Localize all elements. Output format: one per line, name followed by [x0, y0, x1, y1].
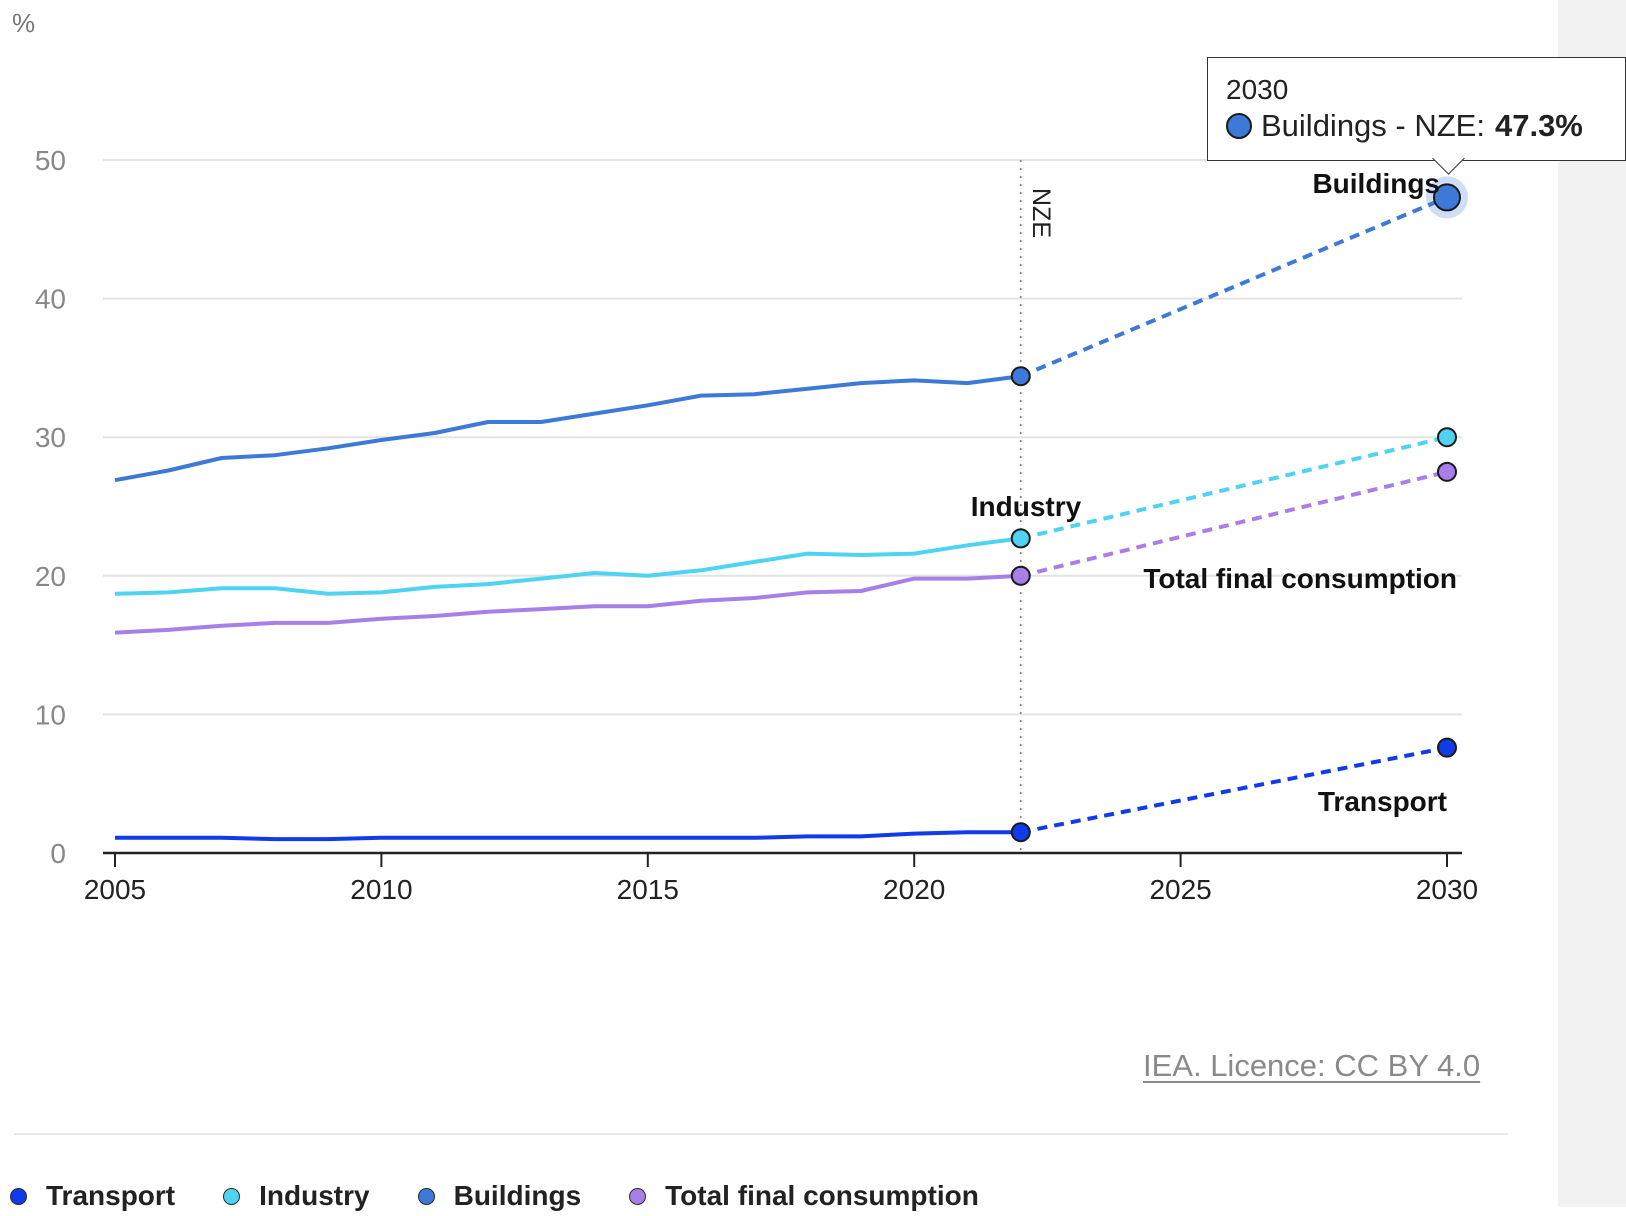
- tooltip-series-label: Buildings - NZE:: [1261, 108, 1485, 143]
- tooltip: 2030 Buildings - NZE: 47.3%: [1207, 57, 1626, 161]
- series-projection-industry: [1020, 435, 1448, 541]
- inline-series-label: Industry: [971, 491, 1082, 522]
- tooltip-series-dot-icon: [1226, 113, 1252, 139]
- y-tick-label: 0: [50, 838, 66, 869]
- y-tick-label: 30: [35, 422, 66, 453]
- legend-item-industry[interactable]: Industry: [223, 1180, 370, 1212]
- legend-label: Total final consumption: [665, 1180, 979, 1211]
- nze-marker-label: NZE: [1027, 188, 1055, 238]
- tooltip-row: Buildings - NZE: 47.3%: [1226, 108, 1583, 144]
- series-line-transport: [115, 830, 1021, 842]
- legend-label: Transport: [46, 1180, 176, 1211]
- side-panel: [1558, 0, 1626, 1207]
- tooltip-value: 47.3%: [1494, 108, 1583, 143]
- inline-series-label: Buildings: [1312, 168, 1440, 199]
- legend-label: Buildings: [453, 1180, 582, 1211]
- data-point-2030-hover: [1433, 183, 1461, 212]
- series-projection-transport: [1020, 745, 1448, 835]
- legend-dot-icon: [417, 1187, 435, 1205]
- data-point-2022: [1010, 366, 1031, 387]
- series-line-total-final-consumption: [114, 573, 1021, 635]
- y-tick-label: 20: [35, 561, 66, 592]
- legend-label: Industry: [259, 1180, 370, 1211]
- series-line-buildings: [114, 374, 1022, 483]
- y-tick-label: 50: [35, 145, 66, 176]
- y-tick-label: 10: [35, 699, 66, 730]
- series-projection-total-final-consumption: [1020, 469, 1448, 578]
- x-tick-label: 2010: [350, 874, 412, 905]
- data-point-2030: [1437, 427, 1457, 448]
- legend: Transport Industry Buildings Total final…: [10, 1176, 1027, 1216]
- legend-dot-icon: [10, 1187, 27, 1205]
- data-point-2022: [1010, 822, 1031, 843]
- legend-item-buildings[interactable]: Buildings: [417, 1180, 582, 1212]
- legend-item-total-final-consumption[interactable]: Total final consumption: [629, 1180, 979, 1212]
- inline-series-label: Transport: [1318, 786, 1447, 817]
- legend-dot-icon: [223, 1187, 241, 1205]
- x-tick-label: 2020: [883, 874, 945, 905]
- legend-divider: [14, 1133, 1508, 1135]
- inline-series-label: Total final consumption: [1143, 563, 1457, 594]
- x-tick-label: 2030: [1416, 874, 1478, 905]
- legend-item-transport[interactable]: Transport: [10, 1180, 175, 1212]
- y-tick-label: 40: [35, 284, 66, 315]
- tooltip-year: 2030: [1226, 74, 1289, 105]
- legend-dot-icon: [629, 1187, 647, 1205]
- x-tick-label: 2015: [617, 874, 679, 905]
- data-point-2022: [1010, 565, 1031, 586]
- x-tick-label: 2005: [84, 874, 146, 905]
- data-point-2022: [1010, 528, 1031, 549]
- x-tick-label: 2025: [1149, 874, 1211, 905]
- data-point-2030: [1437, 461, 1457, 482]
- data-point-2030: [1437, 737, 1457, 758]
- license-link[interactable]: IEA. Licence: CC BY 4.0: [1143, 1048, 1481, 1083]
- series-line-industry: [114, 536, 1022, 596]
- series-projection-buildings: [1019, 195, 1448, 379]
- y-axis-unit-label: %: [12, 8, 35, 38]
